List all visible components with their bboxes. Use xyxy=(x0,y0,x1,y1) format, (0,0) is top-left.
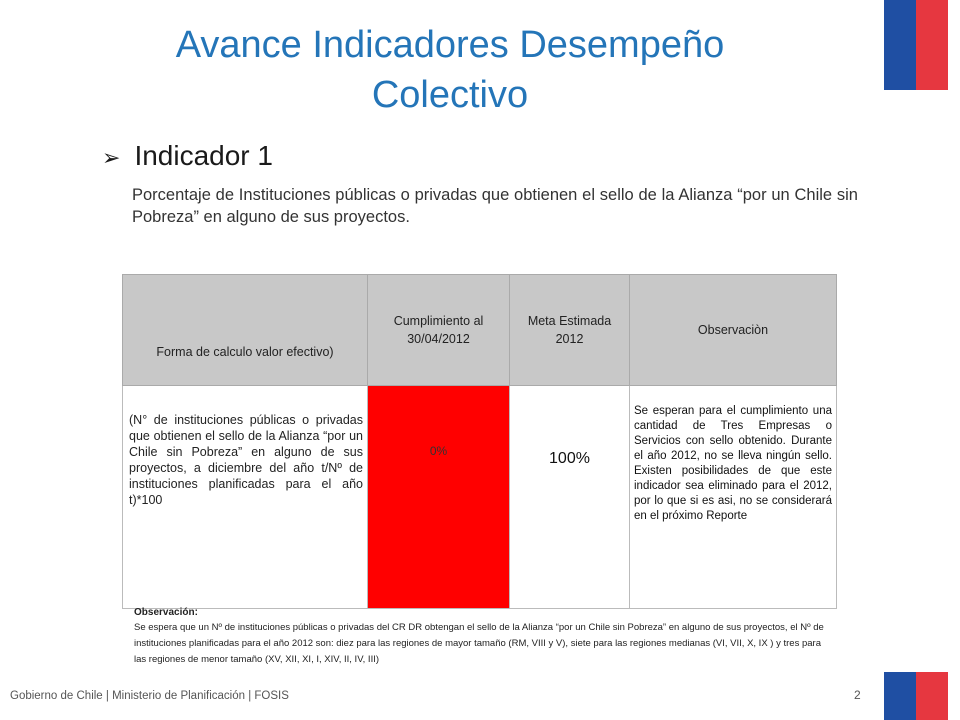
flag-decoration-top xyxy=(884,0,948,90)
header-meta: Meta Estimada 2012 xyxy=(509,274,630,386)
footer-text: Gobierno de Chile | Ministerio de Planif… xyxy=(10,690,289,702)
indicator-table: Forma de calculo valor efectivo) Cumplim… xyxy=(122,274,837,609)
observation-text: Se espera que un Nº de instituciones púb… xyxy=(134,622,824,665)
cell-observacion: Se esperan para el cumplimiento una cant… xyxy=(629,385,837,609)
flag-red-stripe xyxy=(916,672,948,720)
cell-meta: 100% xyxy=(509,385,630,609)
cell-formula: (N° de instituciones públicas o privadas… xyxy=(122,385,368,609)
cumplimiento-value: 0% xyxy=(429,444,448,458)
observation-note: Observación: Se espera que un Nº de inst… xyxy=(134,606,824,668)
meta-value: 100% xyxy=(549,450,590,467)
indicator-description: Porcentaje de Instituciones públicas o p… xyxy=(132,186,858,226)
flag-blue-stripe xyxy=(884,0,916,90)
indicator-heading-text: Indicador 1 xyxy=(134,140,273,171)
flag-decoration-bottom xyxy=(884,672,948,720)
observacion-text: Se esperan para el cumplimiento una cant… xyxy=(634,405,832,522)
header-cumplimiento: Cumplimiento al 30/04/2012 xyxy=(367,274,510,386)
arrow-bullet-icon: ➢ xyxy=(102,145,121,170)
indicator-heading: ➢ Indicador 1 xyxy=(102,140,273,172)
header-forma-calculo: Forma de calculo valor efectivo) xyxy=(122,274,368,386)
table-header-row: Forma de calculo valor efectivo) Cumplim… xyxy=(122,274,837,386)
slide-title: Avance Indicadores Desempeño Colectivo xyxy=(175,24,725,116)
table-row: (N° de instituciones públicas o privadas… xyxy=(122,385,837,609)
formula-text: (N° de instituciones públicas o privadas… xyxy=(129,413,363,507)
cell-cumplimiento: 0% xyxy=(367,385,510,609)
observation-title: Observación: xyxy=(134,607,198,618)
header-observacion: Observaciòn xyxy=(629,274,837,386)
flag-red-stripe xyxy=(916,0,948,90)
page-number: 2 xyxy=(854,688,861,702)
flag-blue-stripe xyxy=(884,672,916,720)
